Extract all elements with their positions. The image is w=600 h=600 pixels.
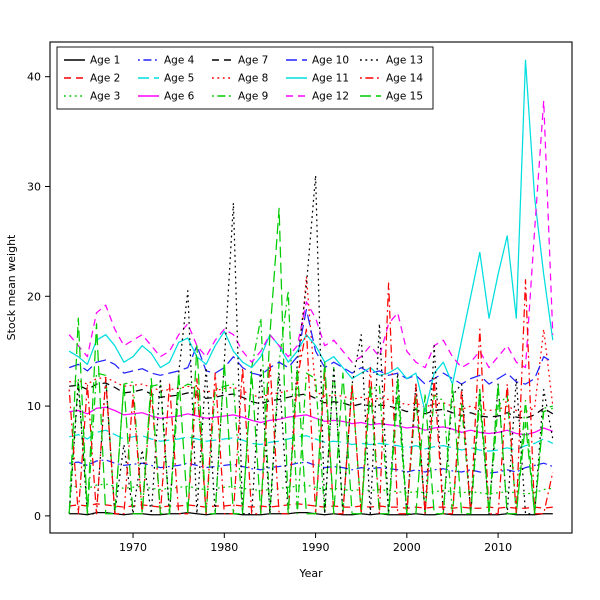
y-tick-label: 10 [27,400,41,413]
legend-label-age-1: Age 1 [90,55,120,67]
x-tick-label: 2010 [484,541,512,554]
legend-label-age-3: Age 3 [90,91,120,103]
series-line-age-9 [68,290,553,515]
y-tick-label: 0 [34,510,41,523]
x-tick-label: 1980 [210,541,238,554]
legend-label-age-15: Age 15 [386,91,423,103]
series-line-age-5 [69,429,554,452]
legend-label-age-6: Age 6 [164,91,195,103]
x-axis-label: Year [298,567,323,580]
legend-label-age-9: Age 9 [238,91,268,103]
y-axis-label: Stock mean weight [5,234,18,340]
series-line-age-12 [68,100,554,369]
legend-label-age-12: Age 12 [312,91,349,103]
legend-label-age-2: Age 2 [90,73,120,85]
legend-label-age-10: Age 10 [312,55,349,67]
series-line-age-3 [69,483,553,495]
series-line-age-2 [69,503,553,509]
x-tick-label: 1970 [119,541,147,554]
series-line-age-11 [68,59,554,413]
legend-label-age-13: Age 13 [386,55,423,67]
y-tick-label: 30 [27,180,41,193]
series-line-age-14 [68,279,554,515]
legend-label-age-11: Age 11 [312,73,349,85]
y-tick-label: 40 [27,71,41,84]
x-tick-label: 2000 [393,541,421,554]
legend-label-age-14: Age 14 [386,73,423,85]
series-line-age-15 [68,207,554,515]
legend-label-age-7: Age 7 [238,55,268,67]
legend-label-age-8: Age 8 [238,73,268,85]
plot-frame [49,41,573,534]
legend-label-age-5: Age 5 [164,73,194,85]
y-tick-label: 20 [27,290,41,303]
series-line-age-10 [68,308,554,385]
x-tick-label: 1990 [302,541,330,554]
series-line-age-4 [69,459,554,474]
legend-label-age-4: Age 4 [164,55,195,67]
